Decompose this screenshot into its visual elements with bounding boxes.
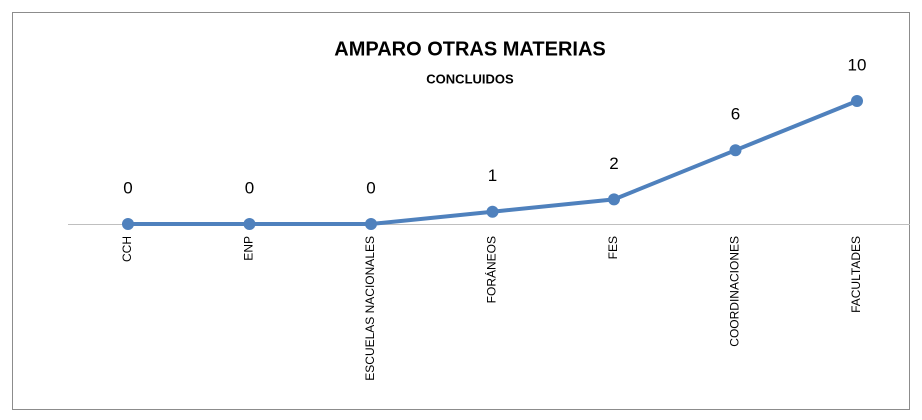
- data-label: 0: [366, 178, 375, 197]
- data-point: [851, 95, 863, 107]
- x-tick-label: CCH: [120, 236, 134, 262]
- data-point: [243, 218, 256, 230]
- chart-border: [12, 12, 910, 410]
- data-point: [608, 193, 620, 206]
- x-tick-label: COORDINACIONES: [728, 236, 742, 347]
- x-tick-label: FES: [606, 236, 620, 259]
- data-point: [122, 218, 134, 230]
- x-tick-label: ESCUELAS NACIONALES: [363, 236, 377, 381]
- data-point: [729, 144, 742, 157]
- data-label: 0: [123, 178, 132, 197]
- data-label: 2: [609, 154, 618, 173]
- chart-subtitle: CONCLUIDOS: [426, 71, 514, 86]
- chart-title: AMPARO OTRAS MATERIAS: [334, 38, 605, 60]
- x-tick-label: FACULTADES: [849, 236, 863, 313]
- data-label: 1: [488, 166, 497, 185]
- x-tick-label: FORÁNEOS: [484, 236, 499, 303]
- data-label: 10: [848, 55, 867, 74]
- data-point: [486, 205, 499, 218]
- x-tick-label: ENP: [242, 236, 256, 261]
- data-point: [365, 218, 377, 230]
- data-label: 6: [731, 105, 740, 124]
- data-label: 0: [245, 178, 254, 197]
